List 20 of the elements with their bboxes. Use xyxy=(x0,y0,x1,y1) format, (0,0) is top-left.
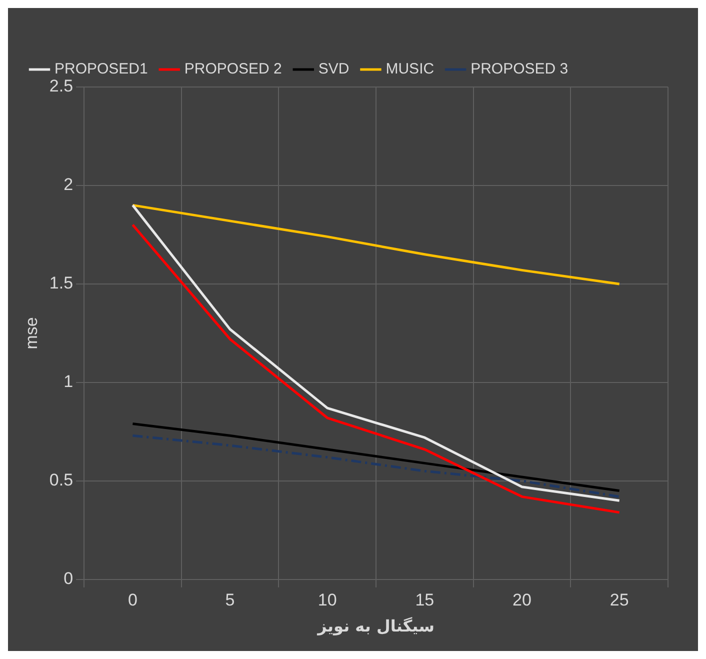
y-tick-label: 1.5 xyxy=(49,274,74,293)
x-axis-title: سیگنال به نویز xyxy=(316,616,434,636)
y-tick-label: 2.5 xyxy=(49,76,74,96)
y-tick-label: 2 xyxy=(64,175,74,194)
x-tick-label: 15 xyxy=(415,590,434,610)
legend-label: SVD xyxy=(318,60,350,78)
x-tick-label: 10 xyxy=(318,590,337,610)
legend-label: PROPOSED1 xyxy=(54,60,148,78)
legend-label: PROPOSED 2 xyxy=(184,60,282,78)
y-tick-label: 0 xyxy=(64,569,74,588)
y-tick-label: 0.5 xyxy=(49,470,74,490)
line-series xyxy=(131,434,621,498)
y-axis-title: mse xyxy=(22,317,41,350)
x-tick-label: 0 xyxy=(128,590,138,610)
x-tick-label: 20 xyxy=(512,590,532,610)
y-tick-label: 1 xyxy=(64,372,74,392)
x-tick-label: 25 xyxy=(610,590,629,610)
legend-label: PROPOSED 3 xyxy=(470,60,568,78)
x-tick-label: 5 xyxy=(225,590,235,610)
legend-label: MUSIC xyxy=(386,60,434,78)
